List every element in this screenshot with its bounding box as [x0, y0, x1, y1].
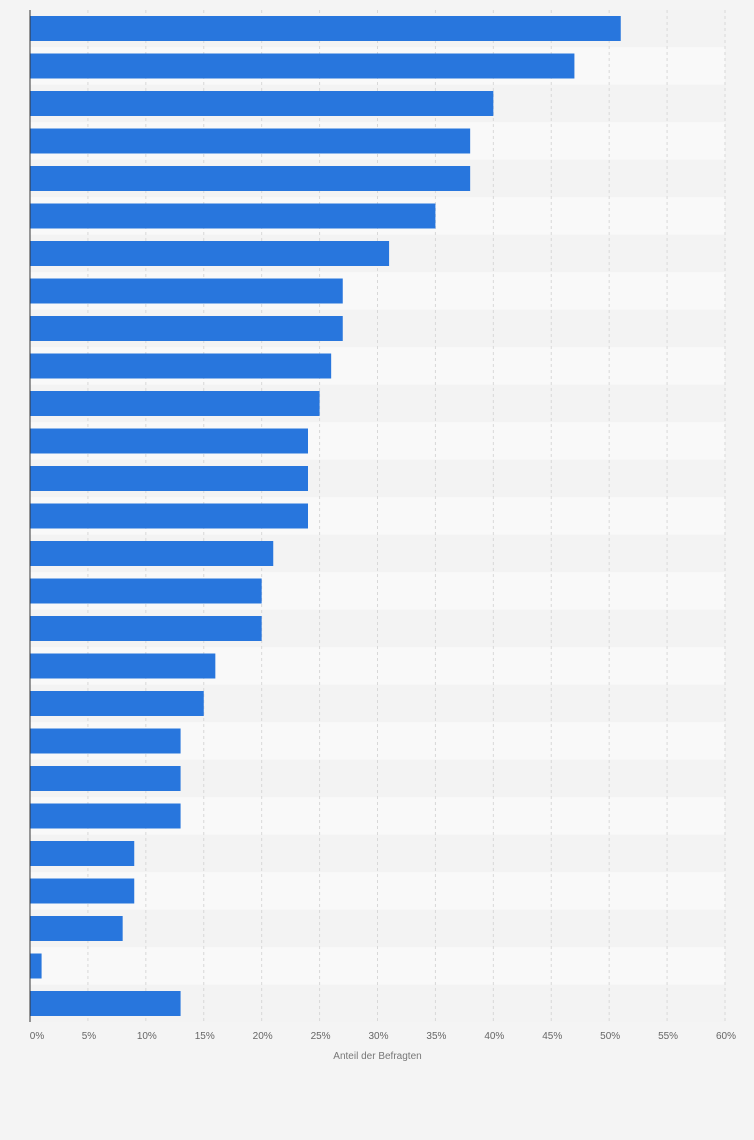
- bars: [30, 16, 621, 1016]
- bar[interactable]: [30, 503, 308, 529]
- bar[interactable]: [30, 428, 308, 454]
- bar[interactable]: [30, 953, 42, 979]
- bar[interactable]: [30, 53, 575, 79]
- bar[interactable]: [30, 916, 123, 941]
- bar[interactable]: [30, 391, 320, 416]
- x-tick-label: 20%: [253, 1031, 273, 1042]
- bar[interactable]: [30, 241, 390, 266]
- x-tick-label: 40%: [484, 1031, 504, 1042]
- x-axis-title: Anteil der Befragten: [333, 1051, 421, 1062]
- bar[interactable]: [30, 16, 621, 41]
- bar[interactable]: [30, 803, 181, 829]
- bar[interactable]: [30, 316, 343, 341]
- x-tick-label: 50%: [600, 1031, 620, 1042]
- bar[interactable]: [30, 728, 181, 754]
- bar[interactable]: [30, 616, 262, 641]
- bar[interactable]: [30, 166, 471, 191]
- bar[interactable]: [30, 991, 181, 1016]
- bar[interactable]: [30, 128, 471, 154]
- bar[interactable]: [30, 278, 343, 304]
- row-band: [30, 872, 725, 910]
- bar[interactable]: [30, 466, 308, 491]
- bar[interactable]: [30, 691, 204, 716]
- bar[interactable]: [30, 541, 274, 566]
- x-tick-label: 60%: [716, 1031, 736, 1042]
- bar[interactable]: [30, 653, 216, 679]
- x-tick-label: 55%: [658, 1031, 678, 1042]
- bar[interactable]: [30, 841, 135, 866]
- bar[interactable]: [30, 91, 494, 116]
- x-tick-label: 0%: [30, 1031, 45, 1042]
- x-tick-label: 5%: [82, 1031, 97, 1042]
- x-tick-label: 35%: [426, 1031, 446, 1042]
- x-tick-label: 25%: [311, 1031, 331, 1042]
- bar[interactable]: [30, 766, 181, 791]
- bar[interactable]: [30, 578, 262, 604]
- bar[interactable]: [30, 878, 135, 904]
- x-tick-label: 45%: [542, 1031, 562, 1042]
- x-tick-label: 15%: [195, 1031, 215, 1042]
- x-axis-tick-labels: 0% 5% 10% 15% 20% 25% 30% 35% 40% 45% 50% 55% 60%: [30, 1031, 736, 1042]
- bar[interactable]: [30, 353, 332, 379]
- x-tick-label: 30%: [368, 1031, 388, 1042]
- bar[interactable]: [30, 203, 436, 229]
- x-tick-label: 10%: [137, 1031, 157, 1042]
